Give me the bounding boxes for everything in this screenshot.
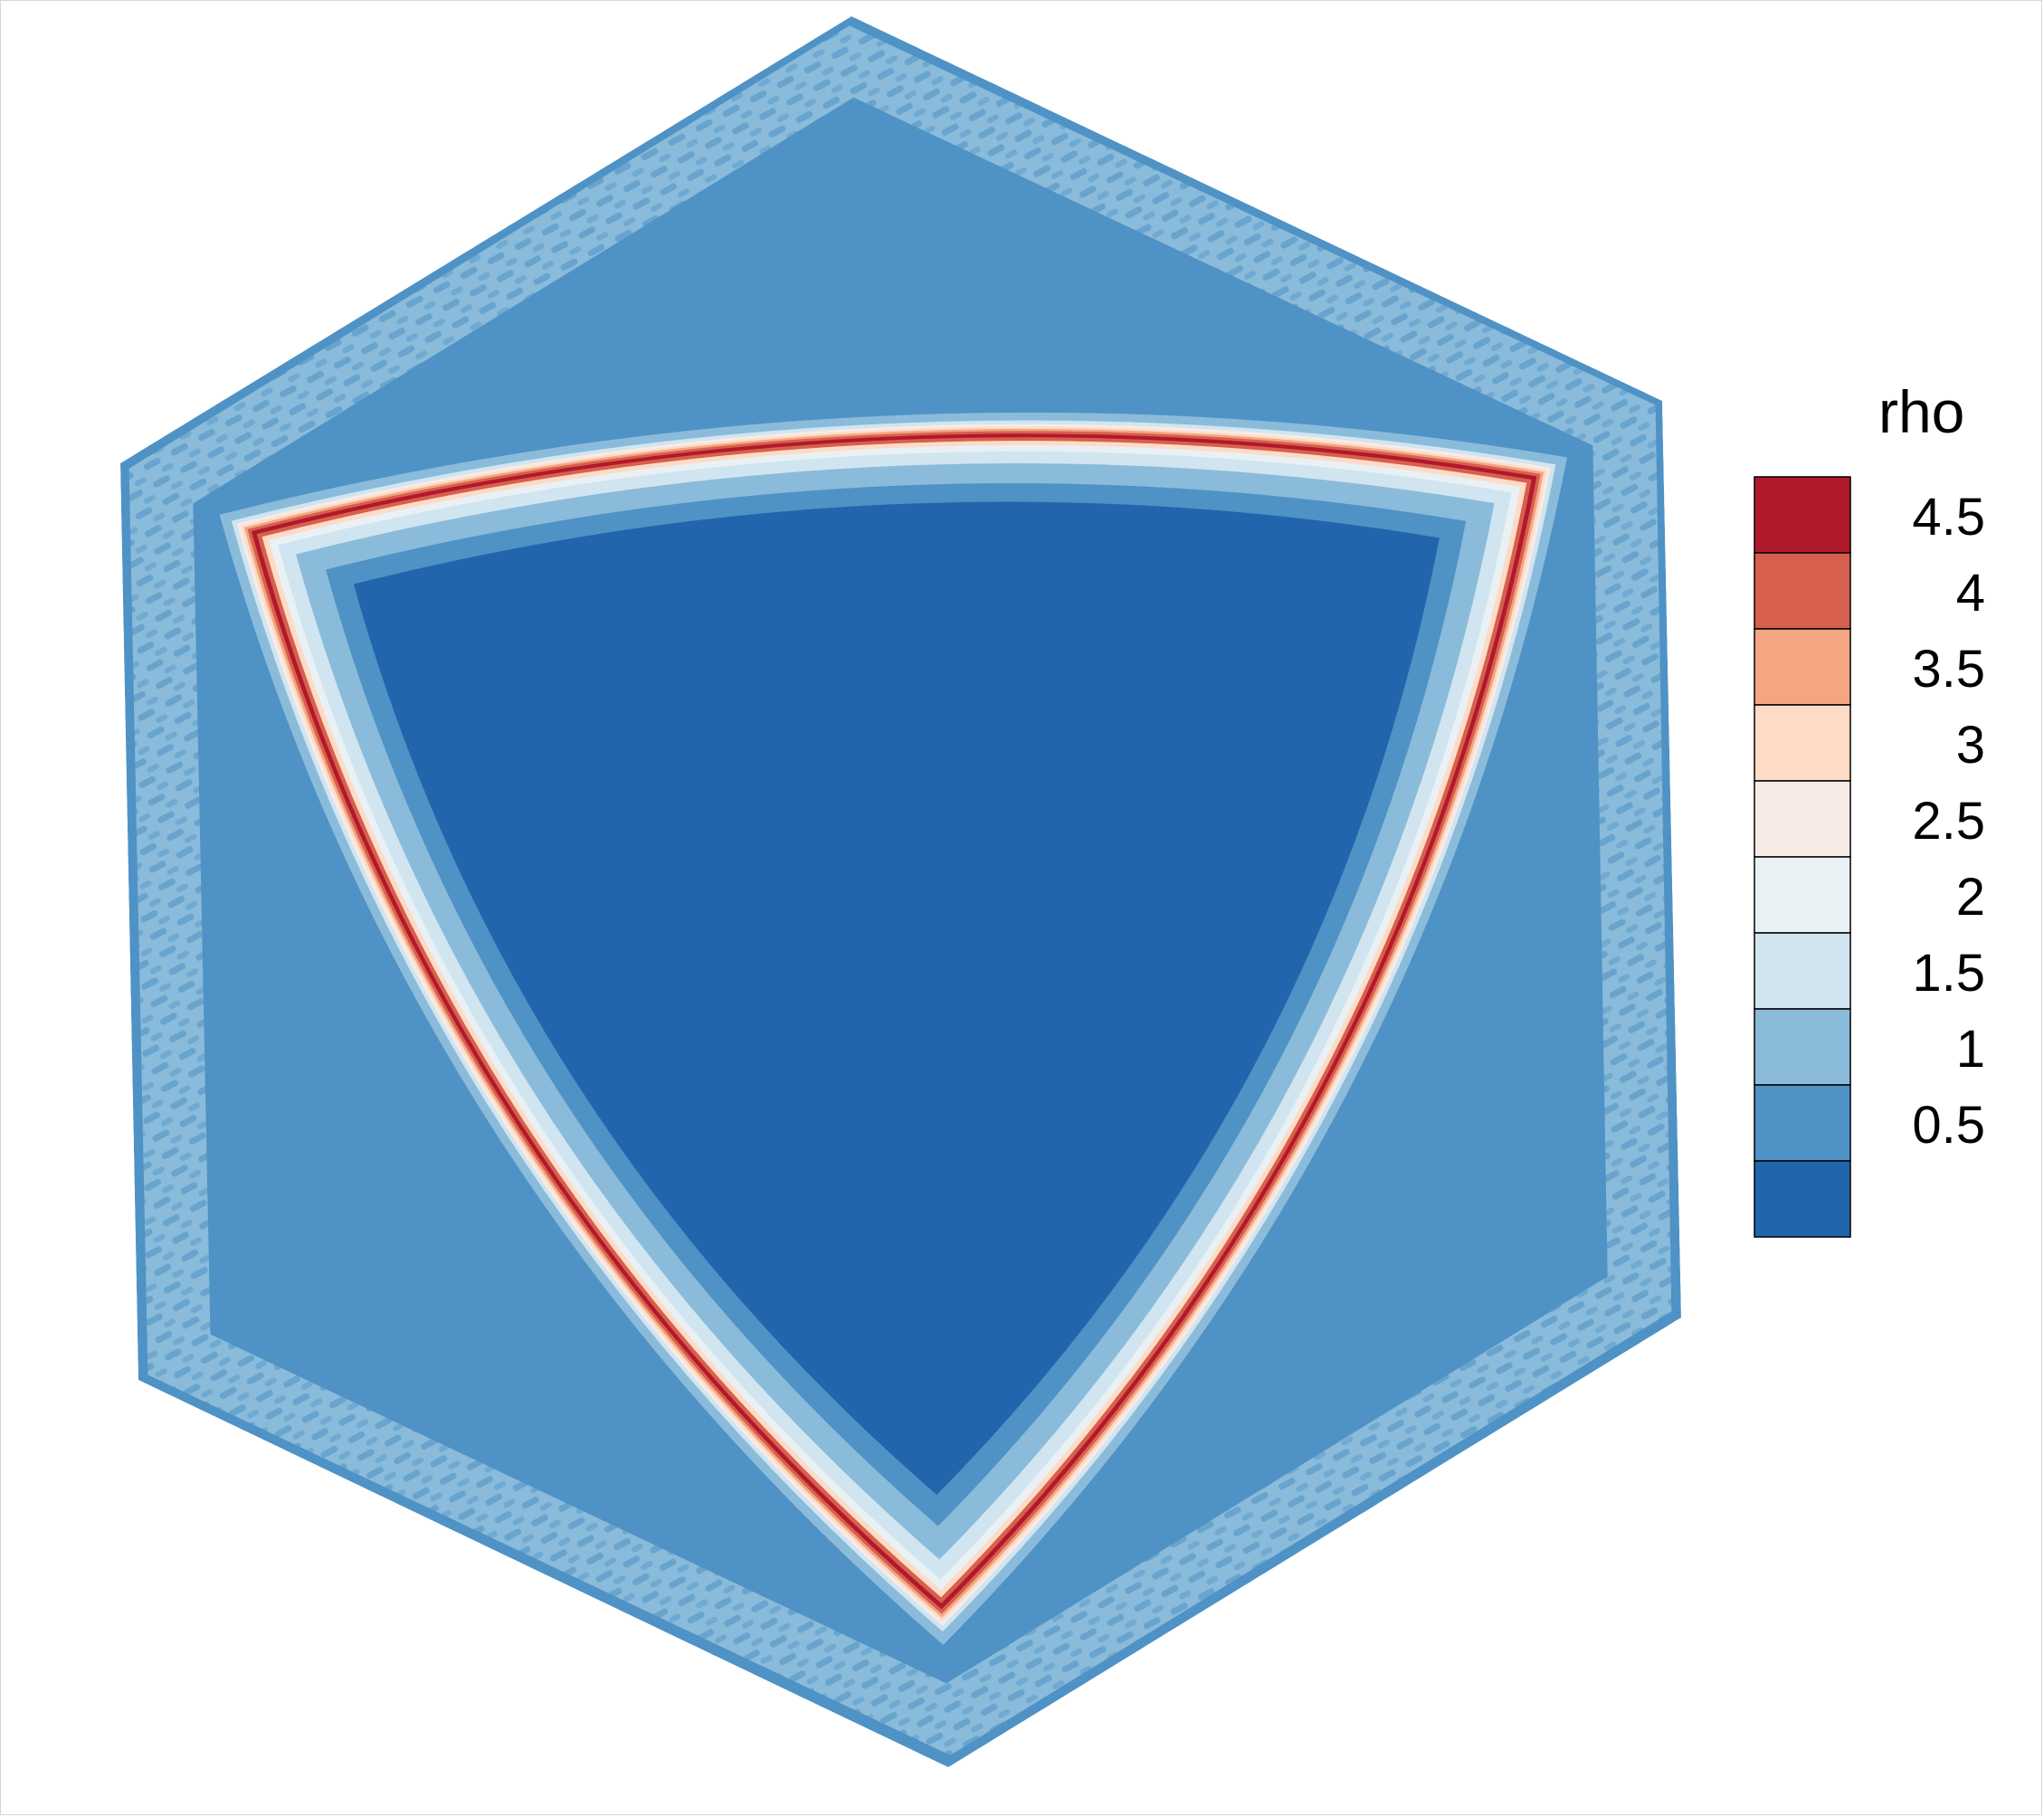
legend-tick-label: 2.5 [1912,792,1985,851]
legend-swatch-3.5-4 [1754,628,1851,706]
legend-swatch-4-4.5 [1754,552,1851,630]
legend-tick-label: 1 [1956,1020,1985,1079]
legend-tick-label: 2 [1956,868,1985,927]
legend-swatch-4.5-5 [1754,476,1851,554]
legend-swatch-2-2.5 [1754,856,1851,934]
legend-swatch-3-3.5 [1754,704,1851,782]
legend-swatch-1-1.5 [1754,1008,1851,1086]
legend-tick-label: 3 [1956,716,1985,775]
legend-swatch-0-0.5 [1754,1160,1851,1238]
legend-swatches [1754,476,1851,1238]
legend-title: rho [1878,378,1964,445]
legend-ticks: 0.5 1 1.5 2 2.5 3 3.5 4 4.5 [1912,488,1985,1155]
legend-swatch-2.5-3 [1754,780,1851,858]
shock-layer-13 [353,501,1440,1495]
legend-swatch-0.5-1 [1754,1084,1851,1162]
legend: rho 0.5 1 1.5 2 2.5 3 3.5 4 4.5 [1754,378,1985,1238]
legend-swatch-1.5-2 [1754,932,1851,1010]
density-field [120,16,1681,1767]
legend-tick-label: 4 [1956,564,1985,623]
legend-tick-label: 1.5 [1912,944,1985,1003]
legend-tick-label: 4.5 [1912,488,1985,547]
shock-front-layers [219,412,1567,1645]
legend-tick-label: 0.5 [1912,1096,1985,1155]
legend-tick-label: 3.5 [1912,640,1985,699]
